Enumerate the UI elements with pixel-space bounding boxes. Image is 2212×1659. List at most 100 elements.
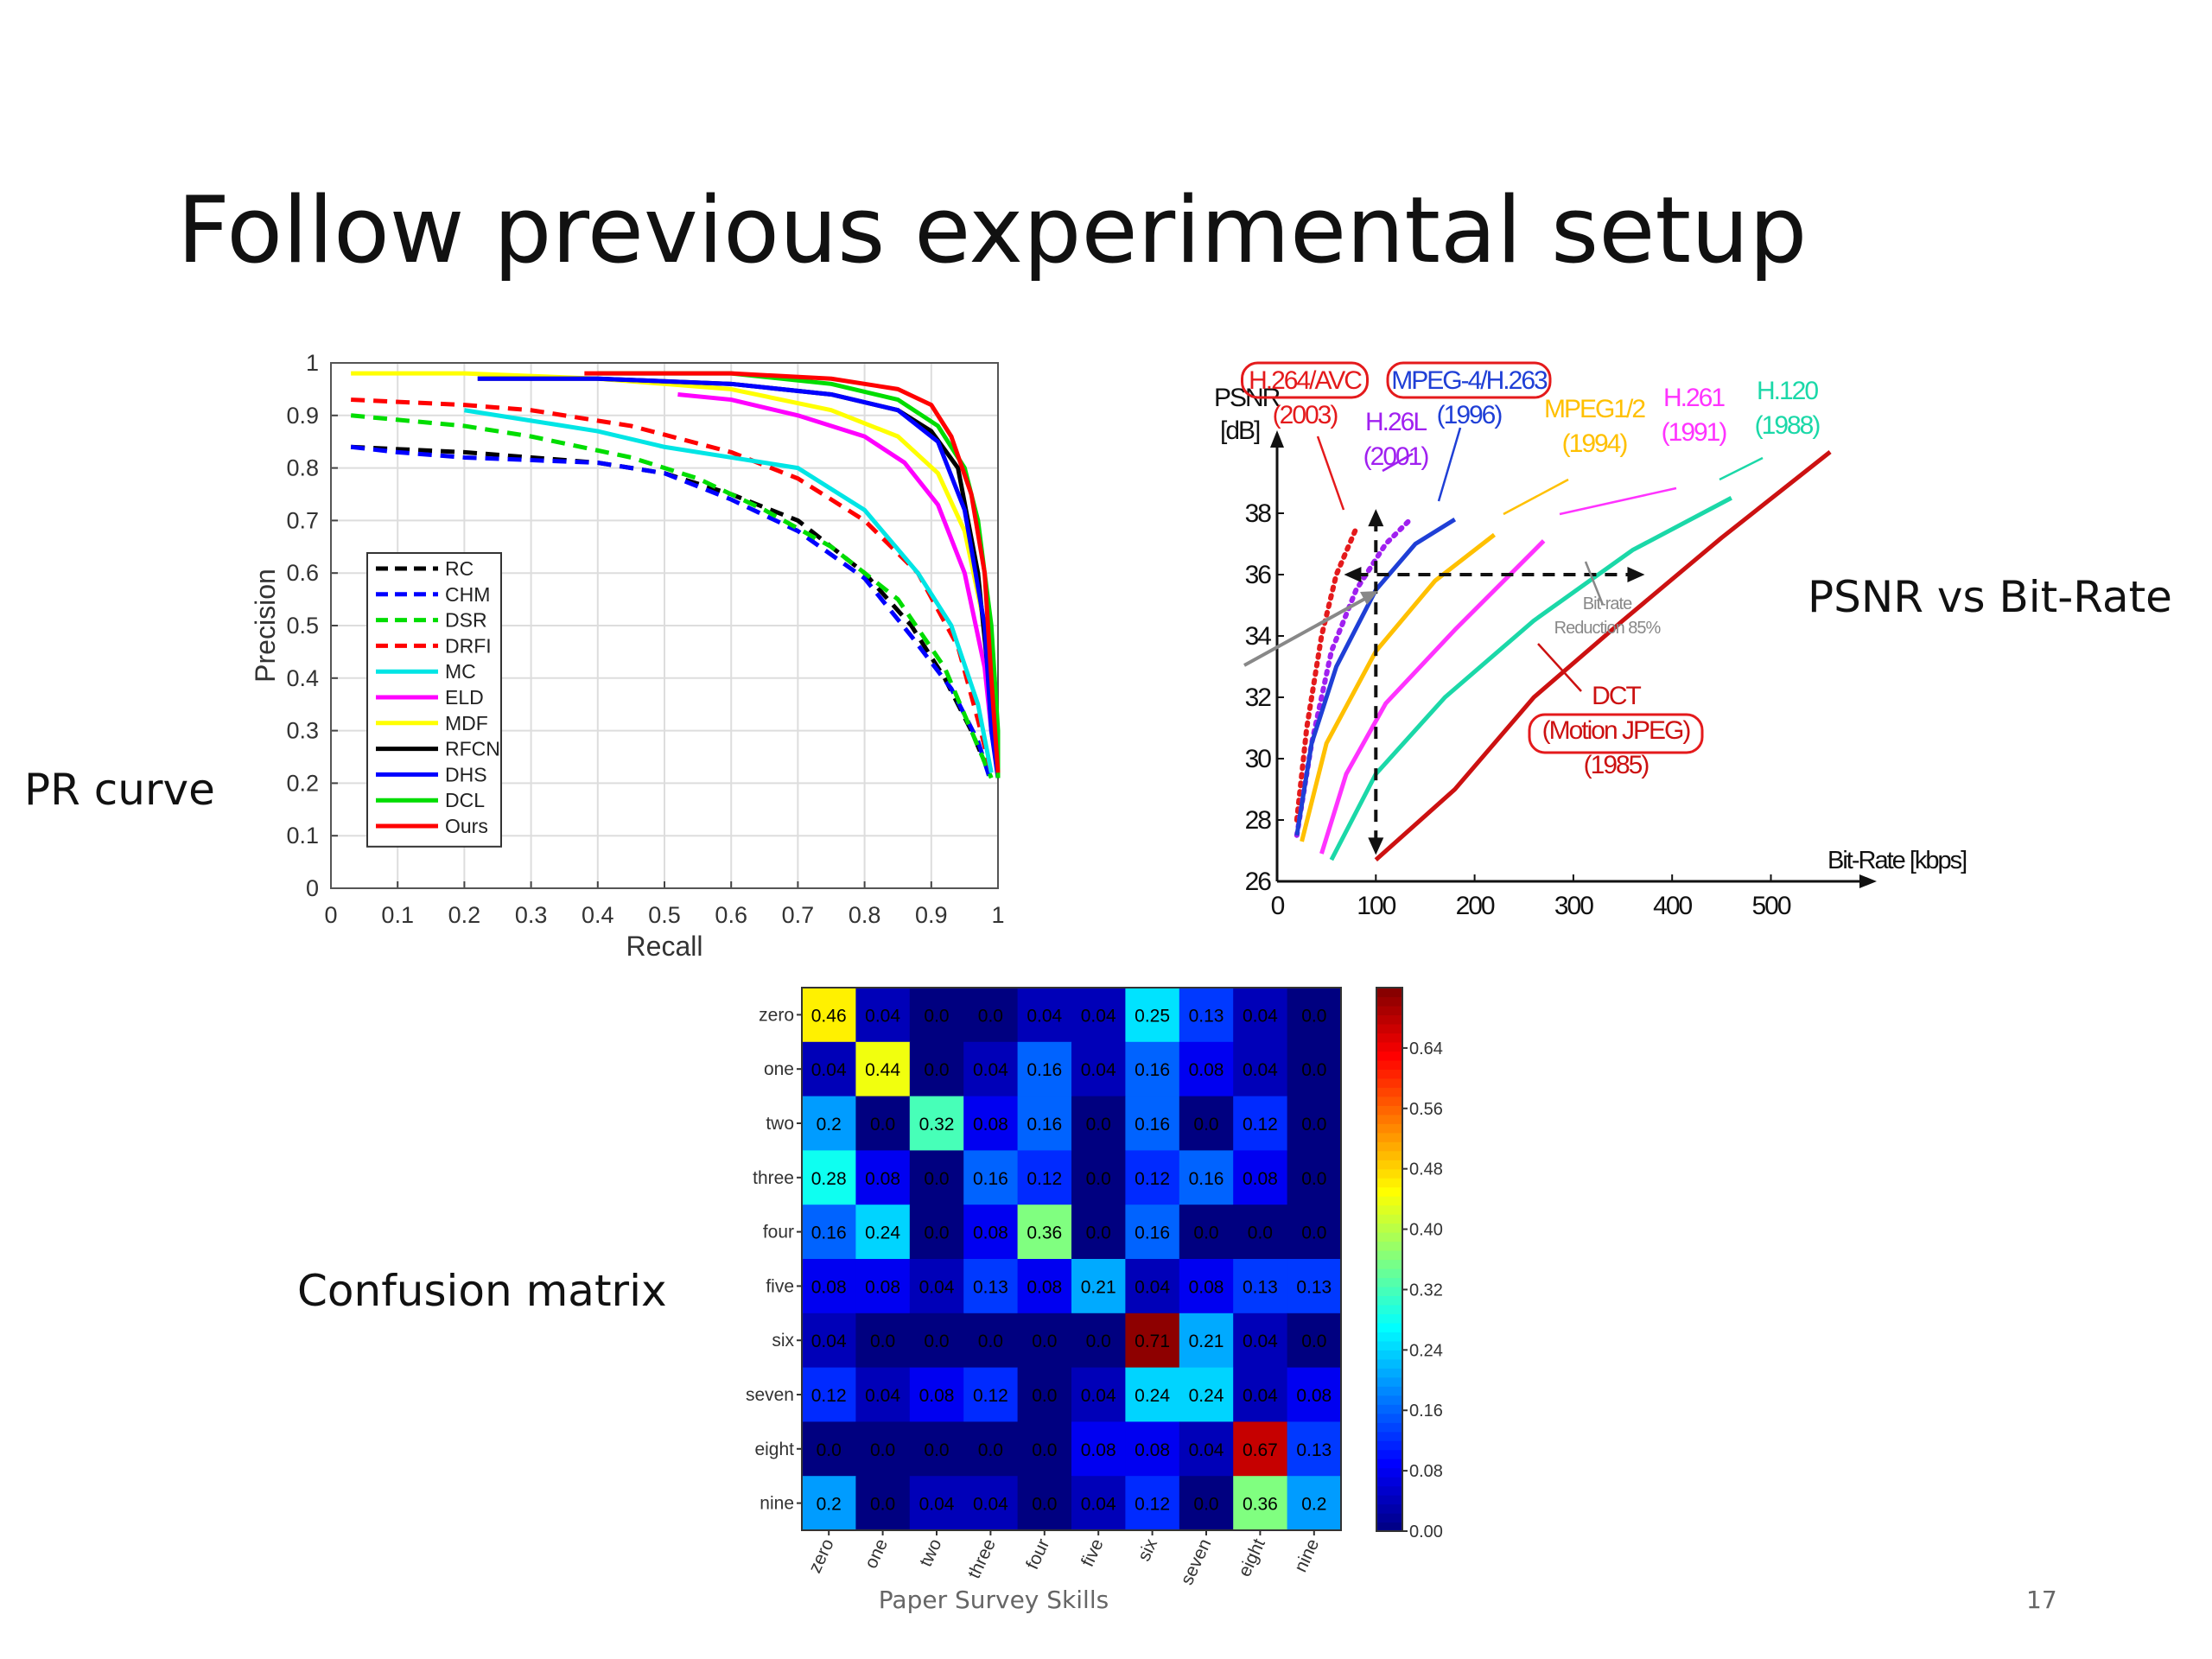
cm-col-label-seven: seven — [1177, 1535, 1216, 1588]
pr-ytick-label: 0.6 — [286, 560, 319, 586]
psnr-series-h-261 — [1319, 539, 1546, 855]
cm-cell-label: 0.08 — [919, 1386, 955, 1406]
cm-cell — [963, 1259, 1019, 1314]
cm-cell — [1287, 1259, 1342, 1314]
pr-series-dhs — [477, 376, 1001, 779]
pr-legend-label-mc: MC — [445, 660, 476, 683]
cm-cell — [802, 1150, 856, 1205]
cm-colorbar-segment — [1376, 1033, 1402, 1043]
cm-cell-label: 0.13 — [1296, 1277, 1332, 1297]
cm-cell — [1287, 1367, 1342, 1422]
cm-cell-label: 0.04 — [1081, 1006, 1116, 1026]
cm-colorbar-segment — [1376, 1467, 1402, 1478]
cm-colorbar-segment — [1376, 1168, 1402, 1179]
cm-cell — [1125, 1041, 1180, 1097]
cm-cell — [909, 1476, 964, 1531]
cm-col-label-nine: nine — [1291, 1535, 1324, 1575]
cm-cell — [909, 1313, 964, 1369]
cm-cell — [1125, 1367, 1180, 1422]
cm-cell-label: 0.24 — [1189, 1386, 1224, 1406]
cm-cell — [1287, 988, 1342, 1043]
cm-cell-label: 0.0 — [870, 1495, 895, 1515]
cm-cell — [1287, 1041, 1342, 1097]
cm-col-label-six: six — [1134, 1535, 1161, 1564]
cm-cell — [802, 1313, 856, 1369]
cm-cell — [1179, 1041, 1234, 1097]
psnr-ref-arrow-left — [1344, 567, 1362, 582]
cm-cell — [963, 1476, 1019, 1531]
cm-colorbar-segment — [1376, 1440, 1402, 1451]
cm-colorbar-segment — [1376, 1077, 1402, 1088]
psnr-ytick-label: 34 — [1245, 622, 1272, 651]
psnr-ylabel-line2: [dB] — [1220, 416, 1260, 445]
cm-cell-label: 0.0 — [978, 1440, 1003, 1460]
cm-cell-label: 0.0 — [1301, 1224, 1326, 1243]
cm-cell — [963, 1205, 1019, 1260]
cm-colorbar-segment — [1376, 1178, 1402, 1188]
cm-cell-label: 0.13 — [1189, 1006, 1224, 1026]
cm-colorbar-segment — [1376, 1123, 1402, 1134]
cm-colorbar-tick-label: 0.48 — [1409, 1160, 1443, 1179]
cm-cell-label: 0.12 — [1135, 1169, 1170, 1189]
pr-legend-box — [366, 552, 502, 848]
cm-colorbar-segment — [1376, 1304, 1402, 1314]
cm-cell — [1017, 1041, 1072, 1097]
cm-cell-label: 0.04 — [973, 1495, 1008, 1515]
psnr-label: PSNR vs Bit-Rate — [1808, 572, 2172, 622]
cm-cell-label: 0.71 — [1135, 1332, 1170, 1351]
pr-ytick-label: 0.8 — [286, 455, 319, 481]
cm-cell — [1071, 1313, 1126, 1369]
psnr-series-h-264-avc — [1294, 525, 1359, 823]
cm-cell-label: 0.04 — [973, 1060, 1008, 1080]
cm-cell-label: 0.0 — [924, 1006, 949, 1026]
psnr-gray-pointer — [1243, 594, 1370, 667]
cm-col-label-four: four — [1022, 1535, 1053, 1573]
psnr-annotation-dct-text: DCT — [1592, 682, 1641, 710]
cm-cell — [1233, 1476, 1288, 1531]
psnr-ytick-label: 28 — [1245, 806, 1272, 835]
pr-series-dcl — [597, 371, 1001, 779]
cm-colorbar-segment — [1376, 1340, 1402, 1351]
cm-cell — [1233, 1205, 1288, 1260]
pr-legend-label-rc: RC — [445, 557, 474, 580]
psnr-annotation-mpeg-4-h-263-text: MPEG-4/H.263 — [1391, 366, 1548, 395]
cm-cell — [1017, 1259, 1072, 1314]
cm-colorbar-segment — [1376, 1214, 1402, 1224]
pr-legend-label-dhs: DHS — [445, 763, 487, 785]
cm-cell-label: 0.2 — [1301, 1495, 1326, 1515]
cm-cell-label: 0.16 — [1135, 1115, 1170, 1135]
pr-xtick-label: 0 — [324, 902, 337, 928]
cm-colorbar-segment — [1376, 988, 1402, 998]
cm-colorbar-segment — [1376, 1087, 1402, 1097]
cm-cell — [1287, 1313, 1342, 1369]
cm-cell — [1125, 1313, 1180, 1369]
cm-cell-label: 0.46 — [811, 1006, 847, 1026]
cm-cell-label: 0.44 — [865, 1060, 900, 1080]
cm-cell-label: 0.04 — [865, 1006, 900, 1026]
cm-cell — [909, 1421, 964, 1477]
cm-cell — [963, 1041, 1019, 1097]
psnr-annotation-h-120-text: H.120 — [1757, 377, 1818, 405]
pr-ytick-label: 0.1 — [286, 823, 319, 849]
psnr-annotation-h-264-avc-arrow — [1316, 435, 1345, 511]
cm-cell-label: 0.0 — [924, 1332, 949, 1351]
cm-colorbar-segment — [1376, 1495, 1402, 1505]
cm-cell — [1179, 1476, 1234, 1531]
cm-cell-label: 0.24 — [1135, 1386, 1170, 1406]
cm-cell — [855, 1421, 911, 1477]
cm-cell — [1071, 1421, 1126, 1477]
cm-cell-label: 0.04 — [1243, 1386, 1278, 1406]
psnr-annotation-bit-rate-arrow — [1584, 561, 1605, 606]
cm-cell-label: 0.0 — [870, 1115, 895, 1135]
pr-legend-label-dcl: DCL — [445, 789, 485, 811]
cm-col-label-three: three — [964, 1535, 1000, 1581]
cm-cell — [802, 1476, 856, 1531]
cm-cell-label: 0.0 — [1086, 1169, 1111, 1189]
cm-cell — [1125, 1476, 1180, 1531]
psnr-xtick-label: 200 — [1456, 892, 1495, 920]
cm-cell — [1233, 1150, 1288, 1205]
pr-ytick-label: 0.3 — [286, 718, 319, 744]
cm-cell-label: 0.0 — [978, 1006, 1003, 1026]
psnr-annotation-bit-rate-text: Bit-rate — [1583, 594, 1632, 613]
